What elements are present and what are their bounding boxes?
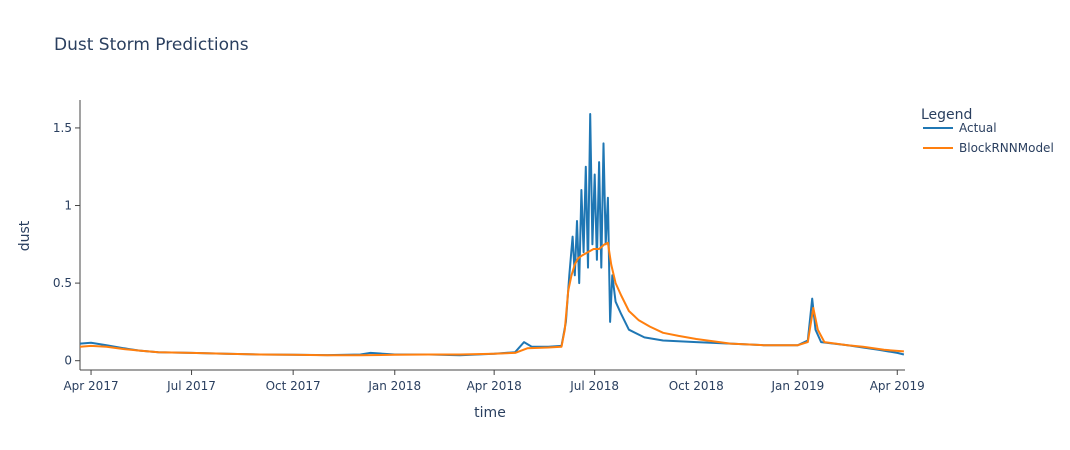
x-tick-label: Jan 2018 bbox=[367, 379, 421, 393]
series-line-blockrnnmodel bbox=[79, 241, 904, 357]
series-lines bbox=[79, 113, 905, 357]
series-line-actual bbox=[79, 113, 905, 357]
x-tick-label: Oct 2018 bbox=[669, 379, 724, 393]
legend-label-actual: Actual bbox=[959, 121, 997, 135]
x-tick-label: Apr 2019 bbox=[870, 379, 925, 393]
x-tick-label: Apr 2017 bbox=[63, 379, 118, 393]
x-tick-label: Jul 2017 bbox=[166, 379, 216, 393]
legend-label-blockrnnmodel: BlockRNNModel bbox=[959, 141, 1054, 155]
y-axis-title: dust bbox=[17, 220, 33, 251]
plot-area bbox=[79, 113, 905, 357]
x-tick-label: Apr 2018 bbox=[467, 379, 522, 393]
y-tick-label: 1.5 bbox=[53, 121, 72, 135]
x-tick-label: Jan 2019 bbox=[770, 379, 824, 393]
y-ticks: 0 0.5 1 1.5 bbox=[53, 121, 80, 368]
legend-title: Legend bbox=[921, 107, 972, 123]
chart-title: Dust Storm Predictions bbox=[54, 35, 249, 55]
x-tick-label: Oct 2017 bbox=[266, 379, 321, 393]
x-ticks: Apr 2017 Jul 2017 Oct 2017 Jan 2018 Apr 2018… bbox=[63, 370, 925, 393]
legend-items: Actual BlockRNNModel bbox=[923, 121, 1054, 155]
y-tick-label: 1 bbox=[64, 199, 72, 213]
x-axis-title: time bbox=[474, 405, 506, 421]
y-tick-label: 0.5 bbox=[53, 276, 72, 290]
y-tick-label: 0 bbox=[64, 354, 72, 368]
legend: Legend Actual BlockRNNModel bbox=[921, 107, 1054, 155]
x-tick-label: Jul 2018 bbox=[569, 379, 619, 393]
